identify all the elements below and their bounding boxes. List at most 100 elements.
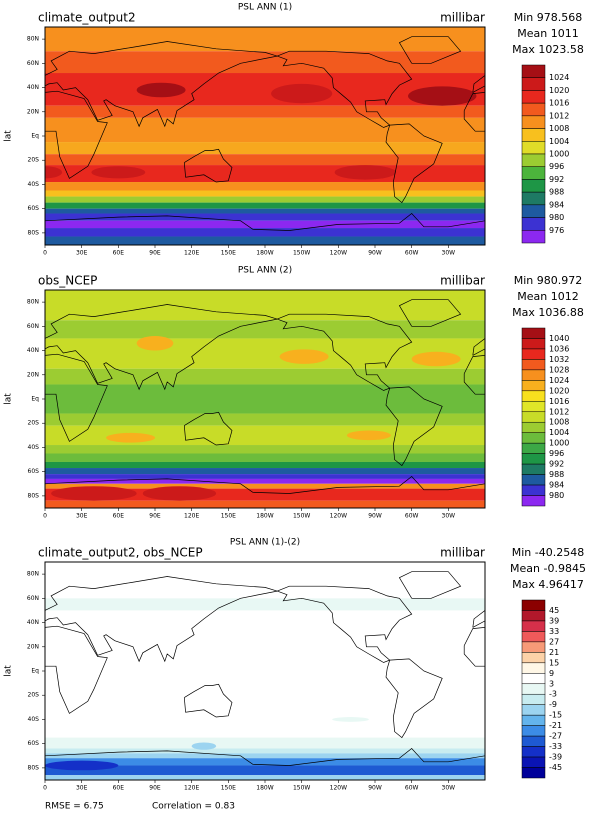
- x-tick-label: 90E: [149, 513, 161, 520]
- coastline: [484, 220, 485, 221]
- y-tick-label: 40N: [27, 84, 39, 91]
- shade-cell: [271, 83, 333, 104]
- colorbar-box: [521, 683, 546, 695]
- coastline: [183, 411, 233, 446]
- x-tick-label: 90E: [149, 785, 161, 792]
- coastline: [398, 299, 462, 327]
- colorbar-box: [521, 432, 546, 444]
- colorbar-box: [521, 620, 546, 632]
- x-tick-label: 180W: [256, 513, 273, 520]
- shade-band: [45, 196, 485, 203]
- x-tick-label: 150W: [293, 250, 310, 257]
- colorbar-label: 992: [549, 175, 564, 184]
- y-tick-label: 60S: [28, 740, 40, 747]
- correlation: Correlation = 0.83: [152, 802, 235, 812]
- coastline: [45, 41, 278, 128]
- shade-band: [45, 598, 485, 611]
- x-tick-label: 120E: [184, 513, 199, 520]
- shade-band: [45, 182, 485, 191]
- colorbar-box: [521, 115, 546, 129]
- x-tick-label: 0: [43, 785, 47, 792]
- colorbar-label: 996: [549, 449, 564, 458]
- colorbar-box: [521, 693, 546, 705]
- panel-units: millibar: [440, 546, 485, 560]
- coastline: [385, 123, 443, 204]
- stat: Mean -0.9845: [510, 562, 586, 575]
- colorbar-label: 1016: [549, 397, 569, 406]
- x-tick-label: 150E: [221, 785, 236, 792]
- colorbar-box: [521, 463, 546, 475]
- x-tick-label: 150E: [221, 513, 236, 520]
- colorbar-label: 980: [549, 491, 564, 500]
- colorbar-box: [521, 641, 546, 653]
- stat: Mean 1011: [517, 27, 578, 40]
- shade-band: [45, 758, 485, 766]
- colorbar-box: [521, 204, 546, 218]
- colorbar-label: 9: [549, 669, 554, 678]
- coastline: [183, 148, 233, 183]
- colorbar-label: 976: [549, 226, 564, 235]
- y-axis-label: lat: [4, 130, 14, 142]
- shade-band: [45, 737, 485, 749]
- x-tick-label: 90W: [368, 250, 382, 257]
- colorbar-box: [521, 179, 546, 193]
- colorbar-label: -45: [549, 763, 562, 772]
- x-tick-label: 60W: [405, 250, 419, 257]
- x-tick-label: 150W: [293, 785, 310, 792]
- colorbar-box: [521, 495, 546, 507]
- panel-title: PSL ANN (1): [238, 3, 292, 13]
- coastline: [45, 213, 485, 231]
- stat: Mean 1012: [517, 290, 578, 303]
- coastline: [45, 353, 108, 442]
- stat: Min 978.568: [514, 11, 583, 24]
- shade-band: [45, 413, 485, 426]
- y-tick-label: 80S: [28, 229, 40, 236]
- colorbar-label: 1008: [549, 124, 569, 133]
- shade-band: [45, 51, 485, 74]
- x-tick-label: 120E: [184, 785, 199, 792]
- colorbar-label: -9: [549, 700, 557, 709]
- shade-cell: [332, 717, 369, 722]
- colorbar-label: 15: [549, 658, 559, 667]
- y-tick-label: 40N: [27, 619, 39, 626]
- shade-band: [45, 220, 485, 229]
- x-tick-label: 180W: [256, 785, 273, 792]
- shade-cell: [136, 82, 186, 98]
- colorbar-box: [521, 77, 546, 91]
- shade-band: [45, 500, 485, 508]
- colorbar-box: [521, 652, 546, 664]
- colorbar-box: [521, 756, 546, 768]
- colorbar-label: 45: [549, 606, 559, 615]
- colorbar-box: [521, 442, 546, 454]
- shade-band: [45, 461, 485, 469]
- x-tick-label: 30W: [442, 785, 456, 792]
- x-tick-label: 90E: [149, 250, 161, 257]
- coastline: [45, 748, 485, 766]
- coastline: [463, 627, 485, 667]
- y-tick-label: 40S: [28, 181, 40, 188]
- colorbar-box: [521, 453, 546, 465]
- shade-cell: [45, 760, 119, 771]
- colorbar-box: [521, 166, 546, 180]
- colorbar-label: -33: [549, 742, 562, 751]
- map: [45, 562, 485, 780]
- y-tick-label: 20N: [27, 108, 39, 115]
- shade-band: [45, 445, 485, 454]
- colorbar-box: [521, 599, 546, 611]
- shade-band: [45, 748, 485, 754]
- colorbar-label: 1036: [549, 344, 569, 353]
- coastline: [277, 313, 413, 391]
- colorbar-label: 1040: [549, 334, 569, 343]
- y-tick-label: 80N: [27, 36, 39, 43]
- x-tick-label: 90W: [368, 513, 382, 520]
- shade-cell: [411, 351, 461, 367]
- shade-cell: [346, 430, 391, 441]
- coastline: [45, 304, 278, 391]
- coastline: [45, 576, 278, 663]
- x-tick-label: 30E: [76, 250, 88, 257]
- shade-band: [45, 468, 485, 475]
- colorbar-box: [521, 327, 546, 339]
- colorbar-label: -27: [549, 732, 562, 741]
- shade-cell: [51, 486, 137, 501]
